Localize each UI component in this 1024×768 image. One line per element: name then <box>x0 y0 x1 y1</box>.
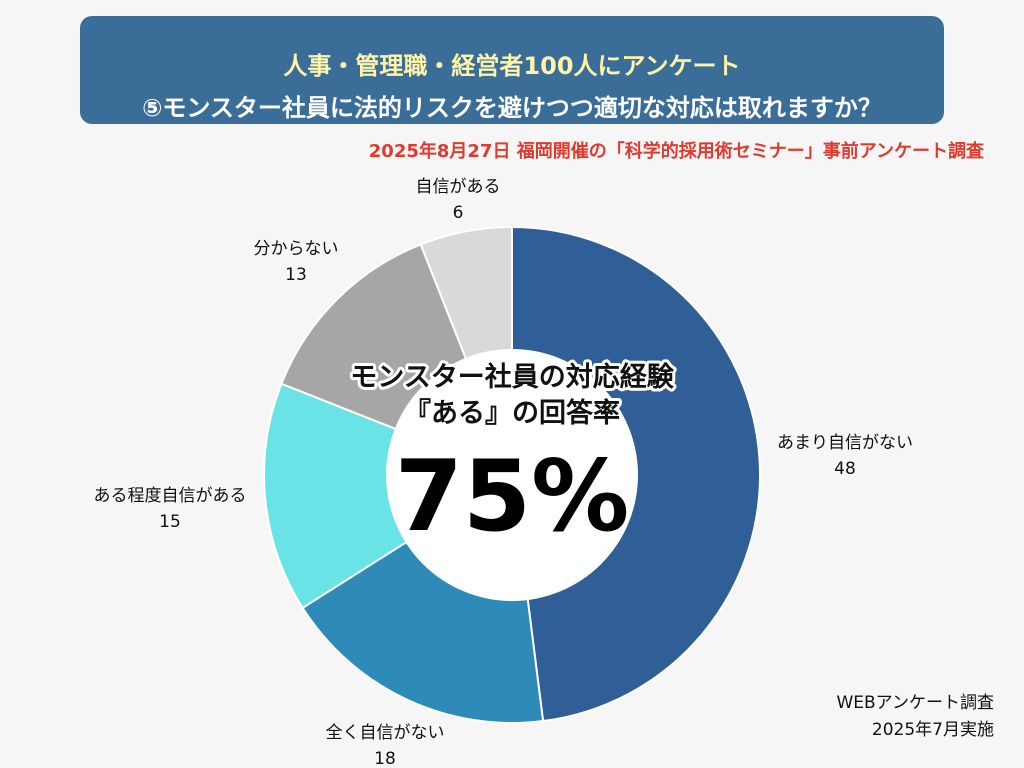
title-banner: 人事・管理職・経営者100人にアンケート ⑤モンスター社員に法的リスクを避けつつ… <box>80 16 944 124</box>
slice-label: あまり自信がない <box>777 433 913 453</box>
slice-labels: あまり自信がない 48 全く自信がない 18 ある程度自信がある 15 分からない 13 自信が… <box>94 177 914 768</box>
center-text-line-2: 『ある』の回答率 <box>404 397 620 429</box>
title-line-2: ⑤モンスター社員に法的リスクを避けつつ適切な対応は取れますか？ <box>142 94 882 122</box>
slice-value-label: 48 <box>834 459 856 479</box>
slice-label: 自信がある <box>416 177 501 197</box>
slice-label: ある程度自信がある <box>94 486 247 506</box>
survey-subtitle: 2025年8月27日 福岡開催の「科学的採用術セミナー」事前アンケート調査 <box>368 141 984 162</box>
slice-value-label: 18 <box>374 749 396 768</box>
slice-value-label: 13 <box>285 265 307 285</box>
footnote: WEBアンケート調査 2025年7月実施 <box>836 690 994 744</box>
footnote-line-1: WEBアンケート調査 <box>836 693 994 713</box>
slice-value-label: 15 <box>159 512 181 532</box>
donut-hole <box>386 349 638 601</box>
center-text-line-1: モンスター社員の対応経験 <box>350 361 674 393</box>
slice-label: 全く自信がない <box>326 723 445 743</box>
slice-label: 分からない <box>254 239 339 259</box>
title-line-1: 人事・管理職・経営者100人にアンケート <box>283 52 741 80</box>
center-percentage-value: 75% <box>395 440 630 554</box>
footnote-line-2: 2025年7月実施 <box>871 720 994 740</box>
slice-value-label: 6 <box>453 203 464 223</box>
